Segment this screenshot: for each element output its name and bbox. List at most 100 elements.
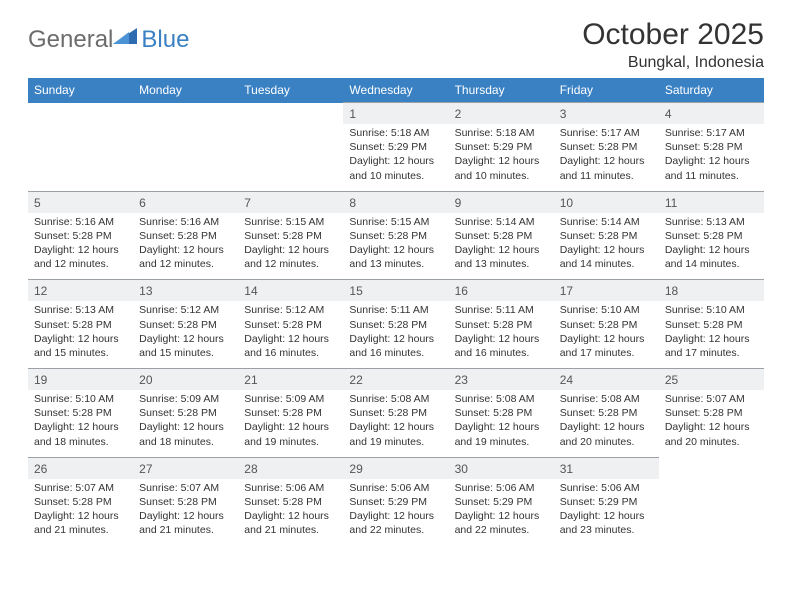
day-cell: Sunrise: 5:18 AMSunset: 5:29 PMDaylight:…: [343, 124, 448, 191]
sunset-line: Sunset: 5:28 PM: [560, 140, 653, 154]
day-number: 17: [554, 280, 659, 302]
daylight-line: Daylight: 12 hours and 10 minutes.: [455, 154, 548, 182]
sunset-line: Sunset: 5:28 PM: [665, 406, 758, 420]
day-number: [238, 103, 343, 125]
daylight-line: Daylight: 12 hours and 10 minutes.: [349, 154, 442, 182]
day-cell: Sunrise: 5:07 AMSunset: 5:28 PMDaylight:…: [133, 479, 238, 546]
sunrise-line: Sunrise: 5:15 AM: [244, 215, 337, 229]
sunset-line: Sunset: 5:28 PM: [455, 229, 548, 243]
day-cell: Sunrise: 5:14 AMSunset: 5:28 PMDaylight:…: [449, 213, 554, 280]
sunrise-line: Sunrise: 5:06 AM: [349, 481, 442, 495]
day-number: 26: [28, 457, 133, 479]
day-cell: Sunrise: 5:09 AMSunset: 5:28 PMDaylight:…: [238, 390, 343, 457]
sunrise-line: Sunrise: 5:08 AM: [560, 392, 653, 406]
sunset-line: Sunset: 5:28 PM: [34, 318, 127, 332]
daylight-line: Daylight: 12 hours and 14 minutes.: [560, 243, 653, 271]
sunset-line: Sunset: 5:28 PM: [665, 229, 758, 243]
daylight-line: Daylight: 12 hours and 21 minutes.: [34, 509, 127, 537]
dow-thursday: Thursday: [449, 78, 554, 103]
daylight-line: Daylight: 12 hours and 20 minutes.: [665, 420, 758, 448]
sunrise-line: Sunrise: 5:16 AM: [139, 215, 232, 229]
day-cell: Sunrise: 5:13 AMSunset: 5:28 PMDaylight:…: [28, 301, 133, 368]
logo-triangle-icon: [113, 26, 139, 46]
sunset-line: Sunset: 5:28 PM: [139, 406, 232, 420]
day-number: [28, 103, 133, 125]
day-number: 11: [659, 191, 764, 213]
page-title: October 2025: [582, 18, 764, 52]
day-cell: [133, 124, 238, 191]
daylight-line: Daylight: 12 hours and 14 minutes.: [665, 243, 758, 271]
sunset-line: Sunset: 5:28 PM: [560, 229, 653, 243]
sunrise-line: Sunrise: 5:10 AM: [34, 392, 127, 406]
day-cell: Sunrise: 5:06 AMSunset: 5:28 PMDaylight:…: [238, 479, 343, 546]
sunset-line: Sunset: 5:29 PM: [560, 495, 653, 509]
daylight-line: Daylight: 12 hours and 15 minutes.: [34, 332, 127, 360]
sunrise-line: Sunrise: 5:15 AM: [349, 215, 442, 229]
location: Bungkal, Indonesia: [582, 54, 764, 72]
sunset-line: Sunset: 5:28 PM: [139, 229, 232, 243]
sunrise-line: Sunrise: 5:12 AM: [139, 303, 232, 317]
sunrise-line: Sunrise: 5:18 AM: [349, 126, 442, 140]
daylight-line: Daylight: 12 hours and 16 minutes.: [349, 332, 442, 360]
day-number: 7: [238, 191, 343, 213]
title-block: October 2025 Bungkal, Indonesia: [582, 18, 764, 72]
daylight-line: Daylight: 12 hours and 15 minutes.: [139, 332, 232, 360]
daybody-row: Sunrise: 5:10 AMSunset: 5:28 PMDaylight:…: [28, 390, 764, 457]
day-number: 30: [449, 457, 554, 479]
sunrise-line: Sunrise: 5:16 AM: [34, 215, 127, 229]
day-cell: Sunrise: 5:15 AMSunset: 5:28 PMDaylight:…: [343, 213, 448, 280]
sunset-line: Sunset: 5:28 PM: [665, 318, 758, 332]
daylight-line: Daylight: 12 hours and 19 minutes.: [349, 420, 442, 448]
daylight-line: Daylight: 12 hours and 17 minutes.: [560, 332, 653, 360]
day-cell: Sunrise: 5:16 AMSunset: 5:28 PMDaylight:…: [133, 213, 238, 280]
day-number: 18: [659, 280, 764, 302]
day-number: 28: [238, 457, 343, 479]
day-cell: Sunrise: 5:08 AMSunset: 5:28 PMDaylight:…: [449, 390, 554, 457]
day-cell: Sunrise: 5:13 AMSunset: 5:28 PMDaylight:…: [659, 213, 764, 280]
day-cell: Sunrise: 5:10 AMSunset: 5:28 PMDaylight:…: [28, 390, 133, 457]
dow-sunday: Sunday: [28, 78, 133, 103]
day-cell: [28, 124, 133, 191]
logo: General Blue: [28, 26, 189, 54]
sunrise-line: Sunrise: 5:11 AM: [455, 303, 548, 317]
day-number: 29: [343, 457, 448, 479]
sunrise-line: Sunrise: 5:12 AM: [244, 303, 337, 317]
day-cell: Sunrise: 5:06 AMSunset: 5:29 PMDaylight:…: [554, 479, 659, 546]
daylight-line: Daylight: 12 hours and 19 minutes.: [244, 420, 337, 448]
day-number: 2: [449, 103, 554, 125]
sunset-line: Sunset: 5:28 PM: [560, 318, 653, 332]
day-number: 5: [28, 191, 133, 213]
dow-friday: Friday: [554, 78, 659, 103]
day-number: 24: [554, 369, 659, 391]
day-number: 15: [343, 280, 448, 302]
daynum-row: 12131415161718: [28, 280, 764, 302]
day-number: 20: [133, 369, 238, 391]
day-number: 23: [449, 369, 554, 391]
daylight-line: Daylight: 12 hours and 22 minutes.: [349, 509, 442, 537]
day-cell: Sunrise: 5:07 AMSunset: 5:28 PMDaylight:…: [659, 390, 764, 457]
day-cell: [659, 479, 764, 546]
day-cell: Sunrise: 5:06 AMSunset: 5:29 PMDaylight:…: [343, 479, 448, 546]
day-cell: Sunrise: 5:10 AMSunset: 5:28 PMDaylight:…: [554, 301, 659, 368]
sunrise-line: Sunrise: 5:07 AM: [139, 481, 232, 495]
sunrise-line: Sunrise: 5:13 AM: [34, 303, 127, 317]
header: General Blue October 2025 Bungkal, Indon…: [28, 18, 764, 72]
daylight-line: Daylight: 12 hours and 13 minutes.: [455, 243, 548, 271]
day-cell: Sunrise: 5:17 AMSunset: 5:28 PMDaylight:…: [659, 124, 764, 191]
daybody-row: Sunrise: 5:07 AM Sunset: 5:28 PM Daylight:…: [28, 479, 764, 546]
day-number: 9: [449, 191, 554, 213]
daybody-row: Sunrise: 5:16 AMSunset: 5:28 PMDaylight:…: [28, 213, 764, 280]
day-cell: Sunrise: 5:08 AMSunset: 5:28 PMDaylight:…: [343, 390, 448, 457]
day-cell: Sunrise: 5:17 AMSunset: 5:28 PMDaylight:…: [554, 124, 659, 191]
calendar-page: General Blue October 2025 Bungkal, Indon…: [0, 0, 792, 555]
sunset-line: Sunset: 5:28 PM: [244, 406, 337, 420]
day-cell: Sunrise: 5:10 AMSunset: 5:28 PMDaylight:…: [659, 301, 764, 368]
daybody-row: Sunrise: 5:13 AMSunset: 5:28 PMDaylight:…: [28, 301, 764, 368]
sunset-line: Sunset: 5:29 PM: [349, 140, 442, 154]
day-number: 10: [554, 191, 659, 213]
sunset-line: Sunset: 5:28 PM: [244, 495, 337, 509]
dow-tuesday: Tuesday: [238, 78, 343, 103]
sunrise-line: Sunrise: 5:09 AM: [244, 392, 337, 406]
daylight-line: Daylight: 12 hours and 12 minutes.: [139, 243, 232, 271]
day-cell: Sunrise: 5:08 AMSunset: 5:28 PMDaylight:…: [554, 390, 659, 457]
